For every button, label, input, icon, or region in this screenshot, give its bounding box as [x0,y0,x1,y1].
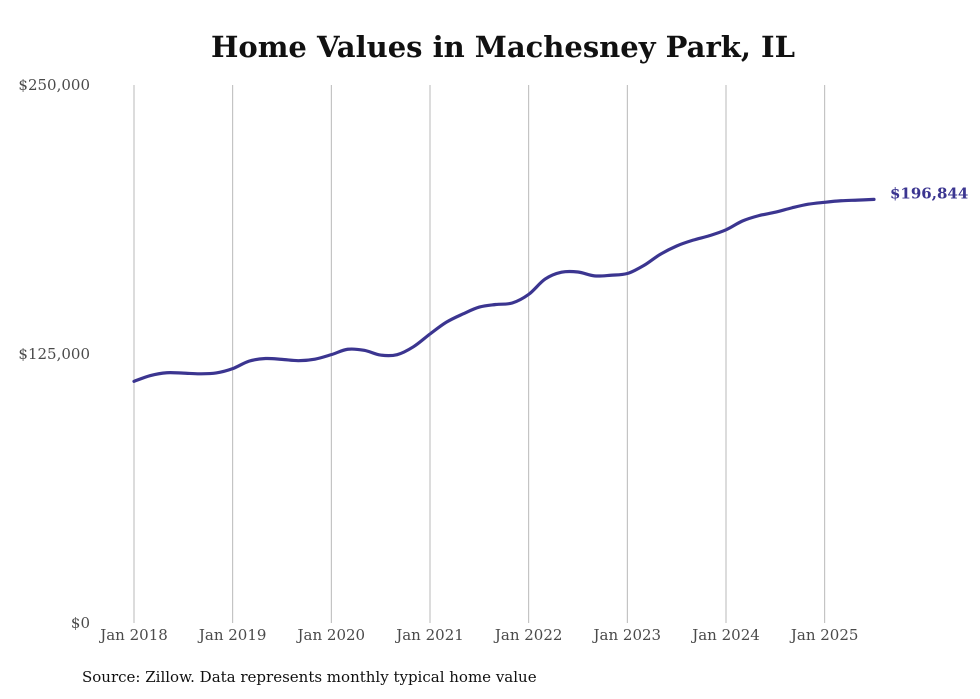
x-tick-label: Jan 2020 [296,626,366,644]
gridlines [133,85,826,623]
source-note: Source: Zillow. Data represents monthly … [82,668,537,686]
series-line [132,197,876,383]
x-tick-label: Jan 2024 [690,626,760,644]
y-tick-label: $125,000 [18,345,90,363]
x-axis-ticks: Jan 2018 Jan 2019 Jan 2020 Jan 2021 Jan 2022… [98,626,858,644]
x-tick-label: Jan 2021 [394,626,464,644]
x-tick-label: Jan 2019 [197,626,267,644]
x-tick-label: Jan 2025 [789,626,859,644]
y-tick-label: $0 [71,614,90,632]
end-value-label: $196,844 [890,184,968,202]
x-tick-label: Jan 2023 [592,626,662,644]
series-layer [132,197,876,383]
chart-title: Home Values in Machesney Park, IL [210,30,795,64]
x-tick-label: Jan 2022 [493,626,563,644]
x-tick-label: Jan 2018 [98,626,168,644]
y-axis-ticks: $0 $125,000 $250,000 [18,76,90,632]
y-tick-label: $250,000 [18,76,90,94]
end-label-layer: $196,844 [890,184,968,202]
